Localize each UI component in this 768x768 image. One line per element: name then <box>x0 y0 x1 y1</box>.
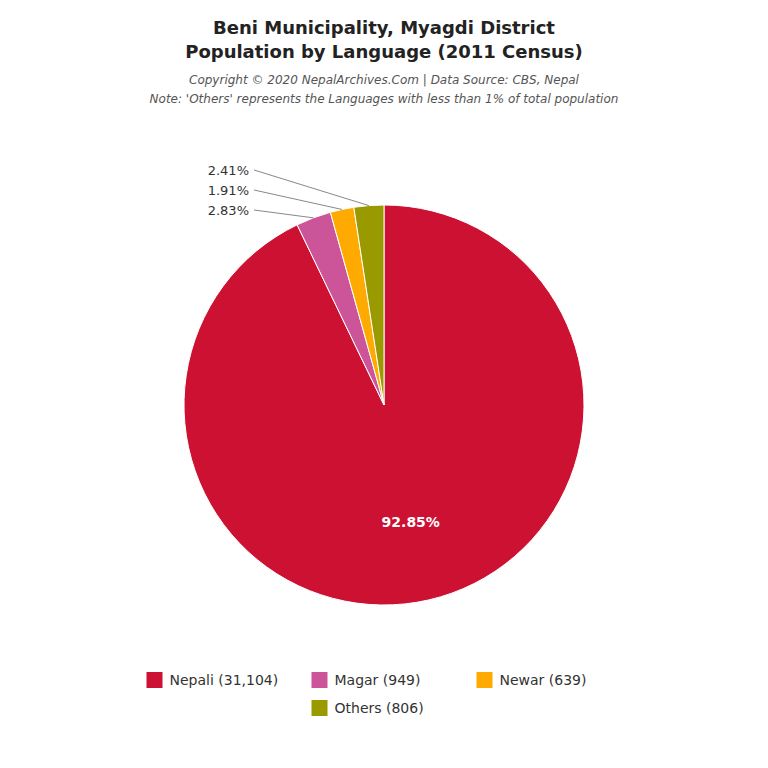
legend-item: Magar (949) <box>312 672 421 688</box>
legend-label: Nepali (31,104) <box>170 672 279 688</box>
legend-item: Nepali (31,104) <box>147 672 279 688</box>
subtitle: Population by Language (2011 Census) <box>185 41 583 62</box>
title: Beni Municipality, Myagdi District <box>213 17 555 38</box>
leader-line <box>254 170 369 206</box>
pie-slice <box>184 205 584 605</box>
legend-label: Magar (949) <box>335 672 421 688</box>
legend-swatch <box>477 672 493 688</box>
data-label: 2.41% <box>208 163 249 178</box>
chart: Beni Municipality, Myagdi District Popula… <box>0 0 768 768</box>
header: Beni Municipality, Myagdi District Popula… <box>150 17 619 106</box>
legend: Nepali (31,104) Magar (949) Newar (639) Oth… <box>147 672 587 716</box>
legend-swatch <box>312 700 328 716</box>
legend-label: Newar (639) <box>500 672 587 688</box>
data-label: 92.85% <box>382 514 440 530</box>
legend-swatch <box>312 672 328 688</box>
data-label: 1.91% <box>208 183 249 198</box>
pie-slice <box>354 205 384 405</box>
annotation: Copyright © 2020 NepalArchives.Com | Dat… <box>189 73 580 87</box>
legend-swatch <box>147 672 163 688</box>
data-label: 2.83% <box>208 203 249 218</box>
data-labels: 92.85% 2.83% 1.91% 2.41% <box>208 163 440 530</box>
legend-item: Others (806) <box>312 700 424 716</box>
legend-label: Others (806) <box>335 700 424 716</box>
pie <box>184 205 584 605</box>
legend-item: Newar (639) <box>477 672 587 688</box>
annotation: Note: 'Others' represents the Languages … <box>150 92 619 106</box>
leader-line <box>254 210 313 218</box>
